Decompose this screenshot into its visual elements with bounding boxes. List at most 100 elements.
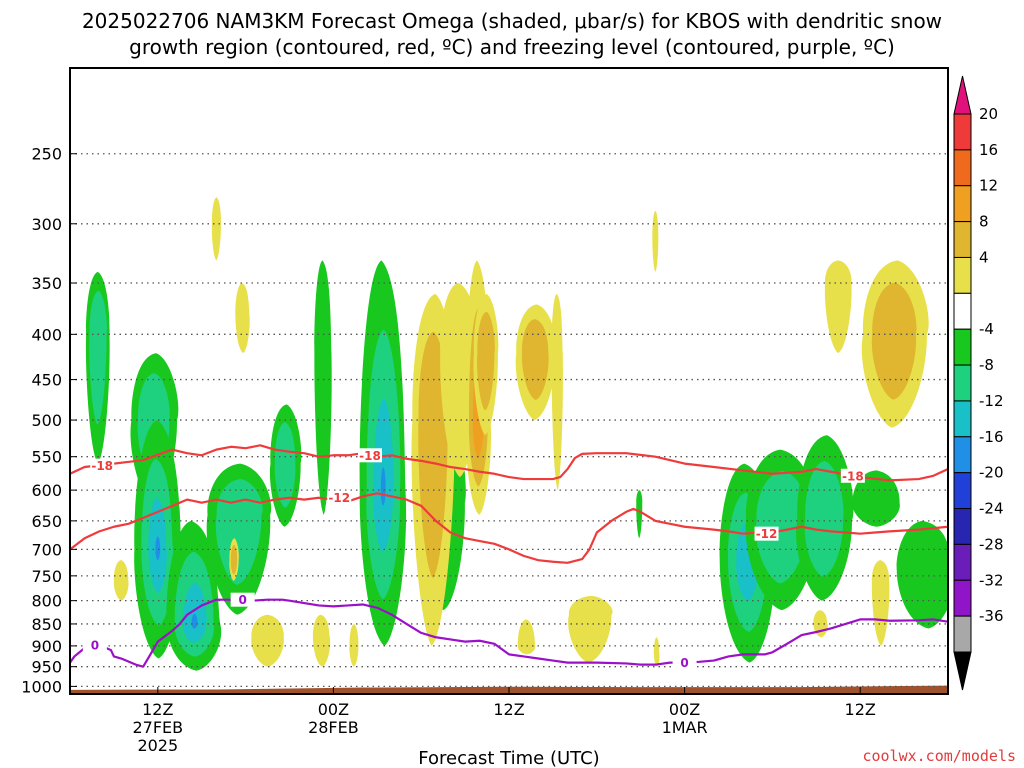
x-axis-label: Forecast Time (UTC) [418, 748, 599, 768]
colorbar-cell [953, 400, 972, 438]
downward-motion-region [349, 623, 359, 667]
x-tick-label: 00Z [318, 700, 349, 719]
upward-motion-region [215, 479, 263, 585]
colorbar-label: -20 [979, 464, 1004, 482]
x-tick-label: 28FEB [308, 718, 359, 737]
contour-label: -18 [842, 469, 864, 483]
y-tick-label: 450 [31, 371, 62, 390]
downward-motion-region [824, 260, 852, 354]
y-tick-label: 900 [31, 637, 62, 656]
colorbar-cell [953, 472, 972, 510]
y-tick-label: 700 [31, 540, 62, 559]
upward-motion-region [314, 260, 332, 515]
colorbar-label: 8 [979, 213, 989, 231]
pressure-axis: 250 300 350 400 450 500 550 600 650 700 750 800 850 9… [21, 145, 77, 696]
y-tick-label: 850 [31, 615, 62, 634]
downward-motion-region [230, 544, 238, 575]
y-tick-label: 750 [31, 567, 62, 586]
colorbar-label: -4 [979, 320, 994, 338]
upward-motion-region [755, 471, 809, 584]
colorbar-label: 4 [979, 248, 989, 266]
y-tick-label: 1000 [21, 677, 62, 696]
downward-motion-region [653, 637, 660, 667]
downward-motion-region [477, 311, 495, 411]
downward-motion-region [235, 283, 250, 354]
colorbar-label: -12 [979, 392, 1004, 410]
contour-label-bg [230, 592, 255, 607]
contour-label: -12 [756, 527, 778, 541]
y-tick-label: 950 [31, 658, 62, 677]
contour-label: 0 [91, 639, 99, 653]
colorbar-label: -8 [979, 356, 994, 374]
y-tick-label: 250 [31, 145, 62, 164]
contour-label: -18 [91, 459, 113, 473]
dgz-contour-minus18 [70, 444, 948, 482]
upward-motion-region [182, 582, 207, 643]
downward-motion-region [312, 614, 331, 667]
contour-layer: -18 -18 -18 -12 -12 0 0 0 [70, 444, 948, 670]
x-tick-label: 2025 [137, 736, 178, 755]
chart-title-line2: growth region (contoured, red, ºC) and f… [129, 35, 895, 59]
colorbar-cell [953, 508, 972, 545]
colorbar-cell [953, 579, 972, 617]
upward-motion-region [852, 470, 900, 527]
colorbar-cell [953, 75, 972, 115]
colorbar-cell [953, 221, 972, 258]
pressure-grid [70, 153, 948, 688]
colorbar-cell [953, 615, 972, 653]
colorbar-cell [953, 113, 972, 151]
upward-motion-region [636, 490, 643, 539]
y-tick-label: 400 [31, 325, 62, 344]
downward-motion-region [211, 197, 222, 261]
x-tick-label: 1MAR [662, 718, 708, 737]
downward-motion-region [521, 318, 549, 400]
contour-label-bg [840, 468, 865, 483]
downward-motion-region [418, 331, 448, 579]
upward-motion-region [274, 422, 296, 508]
colorbar-label: -36 [979, 607, 1004, 625]
upward-motion-region [896, 520, 948, 629]
y-tick-label: 650 [31, 512, 62, 531]
colorbar-label: 20 [979, 105, 998, 123]
y-tick-label: 550 [31, 448, 62, 467]
y-tick-label: 500 [31, 411, 62, 430]
colorbar-label: -32 [979, 571, 1004, 589]
colorbar-label: 16 [979, 141, 998, 159]
colorbar-label: -16 [979, 428, 1004, 446]
upward-motion-region [155, 536, 161, 561]
x-tick-label: 00Z [669, 700, 700, 719]
colorbar-cell [953, 185, 972, 223]
x-tick-label: 12Z [142, 700, 173, 719]
upward-motion-region [380, 467, 386, 506]
colorbar-cell [953, 149, 972, 187]
colorbar-label: -24 [979, 500, 1004, 518]
colorbar-cell [953, 543, 972, 581]
contour-label: 0 [238, 593, 246, 607]
source-credit: coolwx.com/models [862, 747, 1016, 765]
contour-label: -12 [328, 491, 350, 505]
y-tick-label: 800 [31, 592, 62, 611]
colorbar-cell [953, 364, 972, 402]
colorbar-cell [953, 256, 972, 294]
contour-label-bg [327, 490, 352, 505]
chart-title-line1: 2025022706 NAM3KM Forecast Omega (shaded… [82, 9, 942, 33]
upward-motion-region [191, 613, 198, 629]
contour-label-bg [357, 448, 382, 463]
contour-label-bg [672, 655, 697, 670]
freezing-level-contour [70, 598, 948, 668]
colorbar-label: -28 [979, 535, 1004, 553]
x-tick-label: 27FEB [132, 718, 183, 737]
upward-motion-region [89, 290, 107, 425]
contour-label-bg [754, 526, 779, 541]
y-tick-label: 300 [31, 215, 62, 234]
omega-colorbar: 20 16 12 8 4 -4 -8 -12 -16 -20 -24 -28 -32 -36 [953, 75, 1004, 691]
downward-motion-region [652, 210, 659, 272]
contour-label-bg [90, 458, 115, 473]
downward-motion-region [551, 293, 563, 491]
downward-motion-region [113, 560, 129, 601]
downward-motion-region [568, 595, 613, 663]
colorbar-cell [953, 651, 972, 691]
contour-label: -18 [359, 449, 381, 463]
downward-motion-region [871, 282, 917, 400]
